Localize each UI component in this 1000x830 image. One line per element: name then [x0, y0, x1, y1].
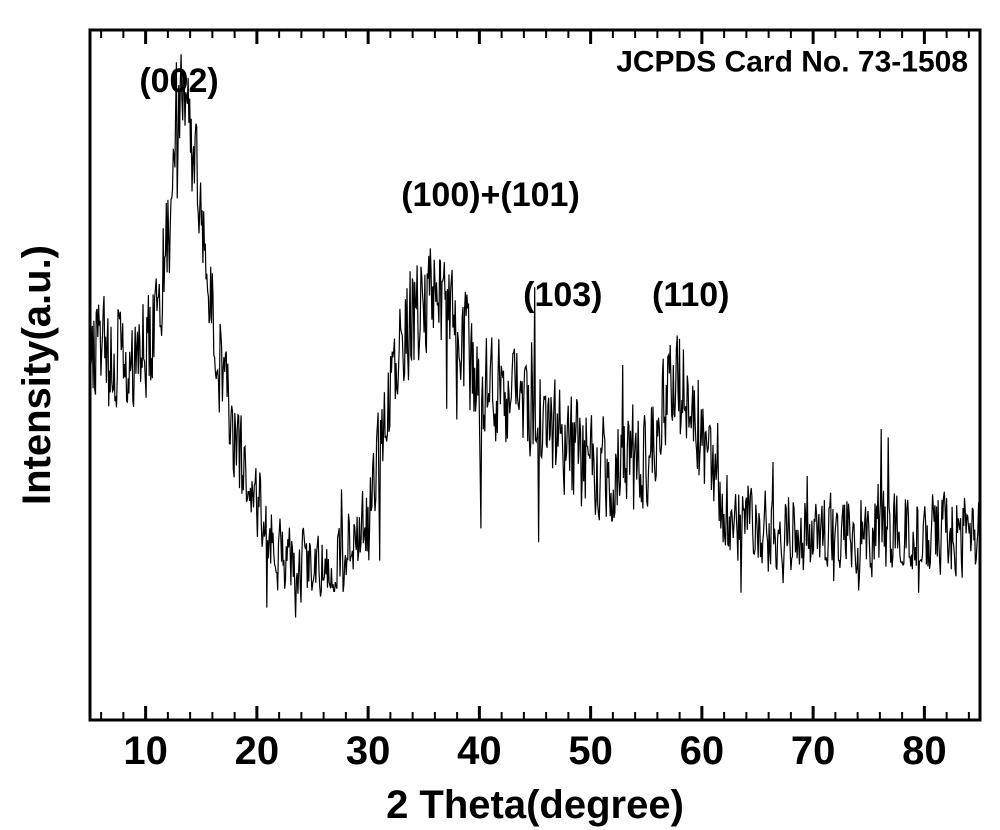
y-axis-label: Intensity(a.u.): [15, 245, 59, 505]
peak-label: (002): [139, 62, 218, 100]
svg-text:40: 40: [457, 729, 502, 773]
svg-text:50: 50: [568, 729, 613, 773]
jcpds-card-label: JCPDS Card No. 73-1508: [616, 45, 968, 78]
peak-label: (110): [652, 276, 730, 314]
svg-text:30: 30: [346, 729, 391, 773]
svg-text:80: 80: [902, 729, 947, 773]
plot-background: [0, 0, 1000, 830]
svg-text:20: 20: [235, 729, 280, 773]
peak-label: (100)+(101): [401, 176, 580, 214]
svg-text:60: 60: [680, 729, 725, 773]
peak-label: (103): [523, 276, 602, 314]
svg-text:10: 10: [123, 729, 168, 773]
svg-text:70: 70: [791, 729, 836, 773]
figure-container: { "chart": { "type": "line-xrd", "width_…: [0, 0, 1000, 830]
xrd-plot: 10 20 30 40 50 60 70 80 JCPDS Card No. 73-1508 (…: [0, 0, 1000, 830]
x-axis-label: 2 Theta(degree): [386, 783, 684, 827]
